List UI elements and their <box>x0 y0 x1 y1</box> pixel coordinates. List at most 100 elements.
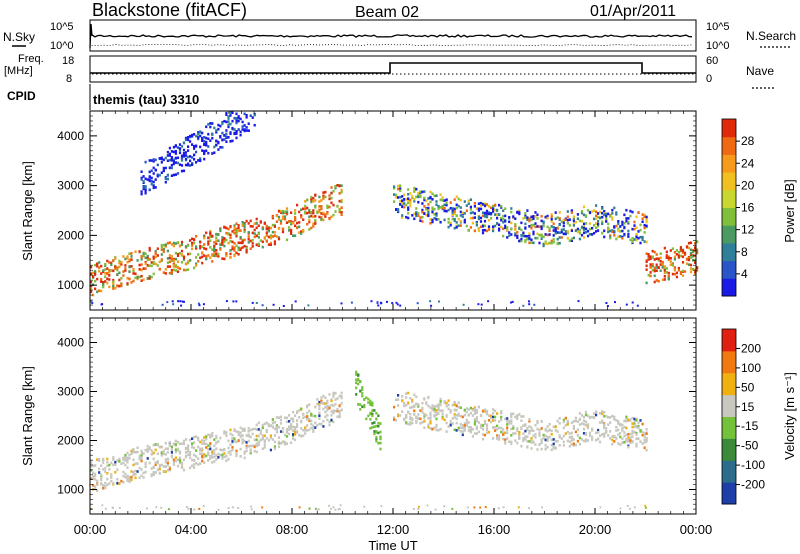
velocity-cell <box>588 416 592 420</box>
velocity-cell <box>140 474 143 477</box>
power-cell <box>249 239 252 243</box>
power-cell <box>156 247 159 250</box>
velocity-cell <box>265 428 268 432</box>
power-cell <box>516 210 519 214</box>
power-cell <box>332 203 335 207</box>
power-cell <box>461 215 464 218</box>
power-cell <box>195 264 198 267</box>
velocity-cell <box>631 416 634 420</box>
power-cell <box>627 229 630 233</box>
velocity-cell <box>429 421 432 425</box>
velocity-cell <box>176 449 180 452</box>
power-cell <box>577 300 580 303</box>
power-cell <box>257 244 260 247</box>
velocity-cell <box>199 449 202 452</box>
velocity-cell <box>164 441 167 445</box>
power-cell <box>641 220 644 223</box>
velocity-cell <box>502 428 505 431</box>
power-cell <box>685 262 689 265</box>
power-cell <box>219 229 222 233</box>
velocity-cell <box>421 421 424 424</box>
power-cell <box>439 220 442 224</box>
power-cell <box>669 263 672 266</box>
power-cell <box>170 156 173 159</box>
power-cell <box>511 300 514 303</box>
power-cell <box>453 219 456 223</box>
velocity-cell <box>255 438 258 442</box>
power-cell <box>415 214 418 218</box>
power-cell <box>552 229 555 232</box>
velocity-cell <box>584 420 588 424</box>
power-cell <box>621 223 624 226</box>
velocity-cell <box>94 472 97 476</box>
velocity-colorbar-swatch-1 <box>722 460 736 483</box>
power-cell <box>126 276 129 280</box>
velocity-cell <box>463 408 466 412</box>
velocity-cell <box>582 427 586 431</box>
velocity-cell <box>475 432 478 435</box>
velocity-cell <box>138 457 141 461</box>
velocity-cell <box>198 507 201 510</box>
power-cell <box>197 253 200 256</box>
power-cell <box>409 204 412 208</box>
power-cell <box>178 147 182 150</box>
power-cell <box>94 279 97 283</box>
velocity-cell <box>572 438 575 441</box>
power-cell <box>679 246 682 249</box>
velocity-cell <box>516 427 519 430</box>
velocity-cell <box>235 440 238 444</box>
velocity-cell <box>492 419 495 422</box>
velocity-cell <box>423 397 426 400</box>
velocity-cell <box>209 442 212 445</box>
power-cell <box>310 195 313 199</box>
power-cell <box>593 231 596 235</box>
power-cell <box>562 218 565 222</box>
velocity-cell <box>322 394 325 398</box>
velocity-cell <box>217 508 220 511</box>
power-cell <box>429 195 432 199</box>
power-cell <box>629 209 632 213</box>
velocity-cell <box>407 411 410 414</box>
power-cell <box>160 243 163 247</box>
power-cell <box>611 218 614 221</box>
power-cell <box>298 221 301 224</box>
power-cell <box>168 166 171 170</box>
velocity-cell <box>166 463 169 467</box>
velocity-cell <box>314 507 317 510</box>
velocity-cell <box>435 417 438 421</box>
power-cell <box>213 145 216 149</box>
velocity-cell <box>473 432 476 435</box>
velocity-cell <box>144 462 147 466</box>
power-cell <box>310 200 313 204</box>
velocity-cell <box>377 421 380 425</box>
power-cell <box>180 164 184 167</box>
velocity-cell <box>155 506 158 509</box>
power-cell <box>124 269 127 272</box>
power-cell <box>334 186 337 190</box>
velocity-cell <box>197 445 200 449</box>
power-cell <box>548 227 551 230</box>
power-cell <box>191 156 194 159</box>
power-cell <box>597 212 600 215</box>
power-cell <box>322 218 325 222</box>
power-cell <box>245 250 248 254</box>
velocity-cell <box>340 408 343 412</box>
velocity-cell <box>401 395 404 398</box>
velocity-cell <box>373 421 376 424</box>
power-cell <box>191 135 194 138</box>
power-cell <box>162 248 165 251</box>
power-cell <box>114 286 117 290</box>
velocity-cell <box>427 404 430 408</box>
power-cell <box>330 196 333 200</box>
power-cell <box>637 211 640 214</box>
power-cell <box>320 199 323 202</box>
power-cell <box>601 215 604 219</box>
velocity-cell <box>409 421 412 424</box>
power-cell <box>249 247 252 250</box>
power-cell <box>407 208 410 211</box>
power-cell <box>538 225 541 228</box>
power-cell <box>661 260 664 264</box>
power-cell <box>487 228 491 231</box>
power-cell <box>405 203 408 207</box>
velocity-cell <box>205 435 208 438</box>
